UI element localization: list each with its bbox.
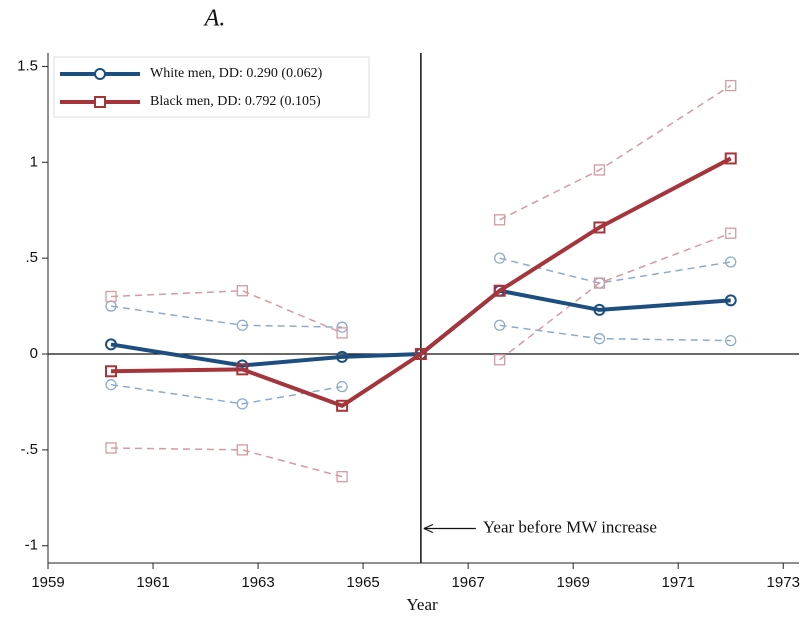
x-tick-label: 1971 bbox=[662, 574, 695, 591]
legend-label: Black men, DD: 0.792 (0.105) bbox=[150, 94, 321, 109]
ci-marker bbox=[494, 319, 506, 331]
y-tick-label: -.5 bbox=[20, 441, 38, 458]
chart-title: A. bbox=[203, 6, 226, 32]
legend-label: White men, DD: 0.290 (0.062) bbox=[150, 66, 323, 81]
y-tick-label: .5 bbox=[25, 249, 38, 266]
ci-marker bbox=[236, 319, 248, 331]
annotation: Year before MW increase bbox=[483, 517, 657, 536]
ci-marker bbox=[105, 290, 117, 303]
x-tick-label: 1967 bbox=[451, 574, 484, 591]
point-marker bbox=[336, 399, 349, 412]
series-line bbox=[110, 156, 732, 409]
ci-marker bbox=[725, 79, 737, 92]
ci-marker bbox=[725, 227, 737, 239]
point-marker bbox=[724, 294, 737, 307]
ci-upper-line bbox=[110, 84, 732, 334]
x-tick-label: 1969 bbox=[556, 574, 589, 591]
ci-marker bbox=[336, 380, 348, 393]
ci-marker bbox=[494, 252, 506, 264]
point-marker bbox=[724, 152, 737, 165]
point-marker bbox=[414, 348, 427, 361]
ci-lower-line bbox=[111, 232, 731, 478]
point-marker bbox=[493, 284, 506, 297]
ci-marker bbox=[336, 327, 348, 339]
legend-marker bbox=[94, 96, 106, 108]
x-tick-label: 1959 bbox=[31, 574, 64, 591]
ci-marker bbox=[336, 321, 348, 333]
ci-marker bbox=[593, 164, 606, 176]
point-marker bbox=[105, 338, 118, 351]
point-marker bbox=[105, 365, 118, 378]
ci-marker bbox=[593, 277, 606, 289]
point-marker bbox=[593, 221, 606, 234]
ci-marker bbox=[494, 354, 506, 366]
x-tick-label: 1963 bbox=[241, 574, 274, 591]
ci-marker bbox=[336, 471, 348, 483]
y-tick-label: -1 bbox=[25, 537, 38, 554]
legend-marker bbox=[94, 68, 106, 80]
x-tick-label: 1973 bbox=[767, 574, 800, 591]
y-tick-label: 1.5 bbox=[17, 57, 38, 74]
point-marker bbox=[593, 303, 606, 316]
annotation-arrowhead bbox=[423, 523, 434, 534]
point-marker bbox=[336, 350, 349, 363]
ci-marker bbox=[105, 379, 117, 391]
ci-marker bbox=[105, 442, 117, 454]
ci-marker bbox=[236, 444, 248, 456]
ci-marker bbox=[494, 214, 506, 226]
ci-lower-line bbox=[110, 324, 731, 405]
y-tick-label: 0 bbox=[30, 345, 38, 362]
ci-marker bbox=[236, 285, 248, 297]
ci-marker bbox=[236, 398, 248, 410]
point-marker bbox=[236, 363, 249, 376]
ci-marker bbox=[725, 334, 737, 347]
legend-box bbox=[53, 56, 370, 118]
ci-marker bbox=[593, 333, 606, 345]
x-tick-label: 1961 bbox=[136, 574, 169, 591]
x-axis-label: Year bbox=[406, 595, 438, 614]
y-tick-label: 1 bbox=[30, 153, 38, 170]
ci-marker bbox=[725, 256, 737, 268]
x-tick-label: 1965 bbox=[346, 574, 379, 591]
